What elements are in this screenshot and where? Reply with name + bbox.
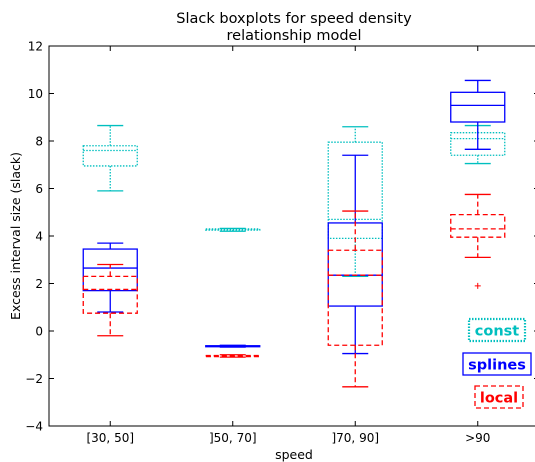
legend-box-local	[474, 385, 524, 409]
y-tick-label: −4	[25, 420, 43, 434]
legend-label-const: const	[475, 324, 520, 340]
plot-area: −4 −2 0 2 4 6 8 10 12 [30, 50] ]50, 70] ]70, 90] >90	[25, 40, 535, 445]
y-tick-label: 8	[35, 135, 43, 149]
y-tick-label: −2	[25, 372, 43, 386]
y-tick-label: 12	[28, 40, 43, 54]
x-tick-label: ]50, 70]	[209, 431, 257, 445]
chart-title-line-1: Slack boxplots for speed density	[176, 11, 412, 27]
legend-label-splines: splines	[468, 358, 526, 374]
legend: const splines local	[462, 317, 532, 409]
x-axis-label: speed	[275, 447, 313, 462]
y-tick-label: 2	[35, 277, 43, 291]
splines-box	[82, 248, 138, 292]
splines-box	[327, 222, 383, 307]
local-box	[327, 249, 383, 346]
y-axis-label: Excess interval size (slack)	[8, 152, 23, 320]
local-box	[82, 275, 138, 314]
const-box	[82, 145, 138, 167]
x-tick-label: >90	[465, 431, 490, 445]
x-tick-label: ]70, 90]	[331, 431, 379, 445]
legend-label-local: local	[480, 391, 518, 407]
y-tick-label: 4	[35, 230, 43, 244]
x-tick-label: [30, 50]	[86, 431, 134, 445]
legend-box-splines	[462, 352, 532, 376]
y-tick-label: 0	[35, 325, 43, 339]
splines-box	[450, 91, 506, 123]
y-tick-label: 6	[35, 182, 43, 196]
legend-box-const	[467, 317, 527, 343]
y-tick-label: 10	[28, 87, 43, 101]
chart-title-line-2: relationship model	[227, 28, 362, 44]
local-box	[450, 213, 506, 238]
axes-frame	[48, 45, 535, 427]
